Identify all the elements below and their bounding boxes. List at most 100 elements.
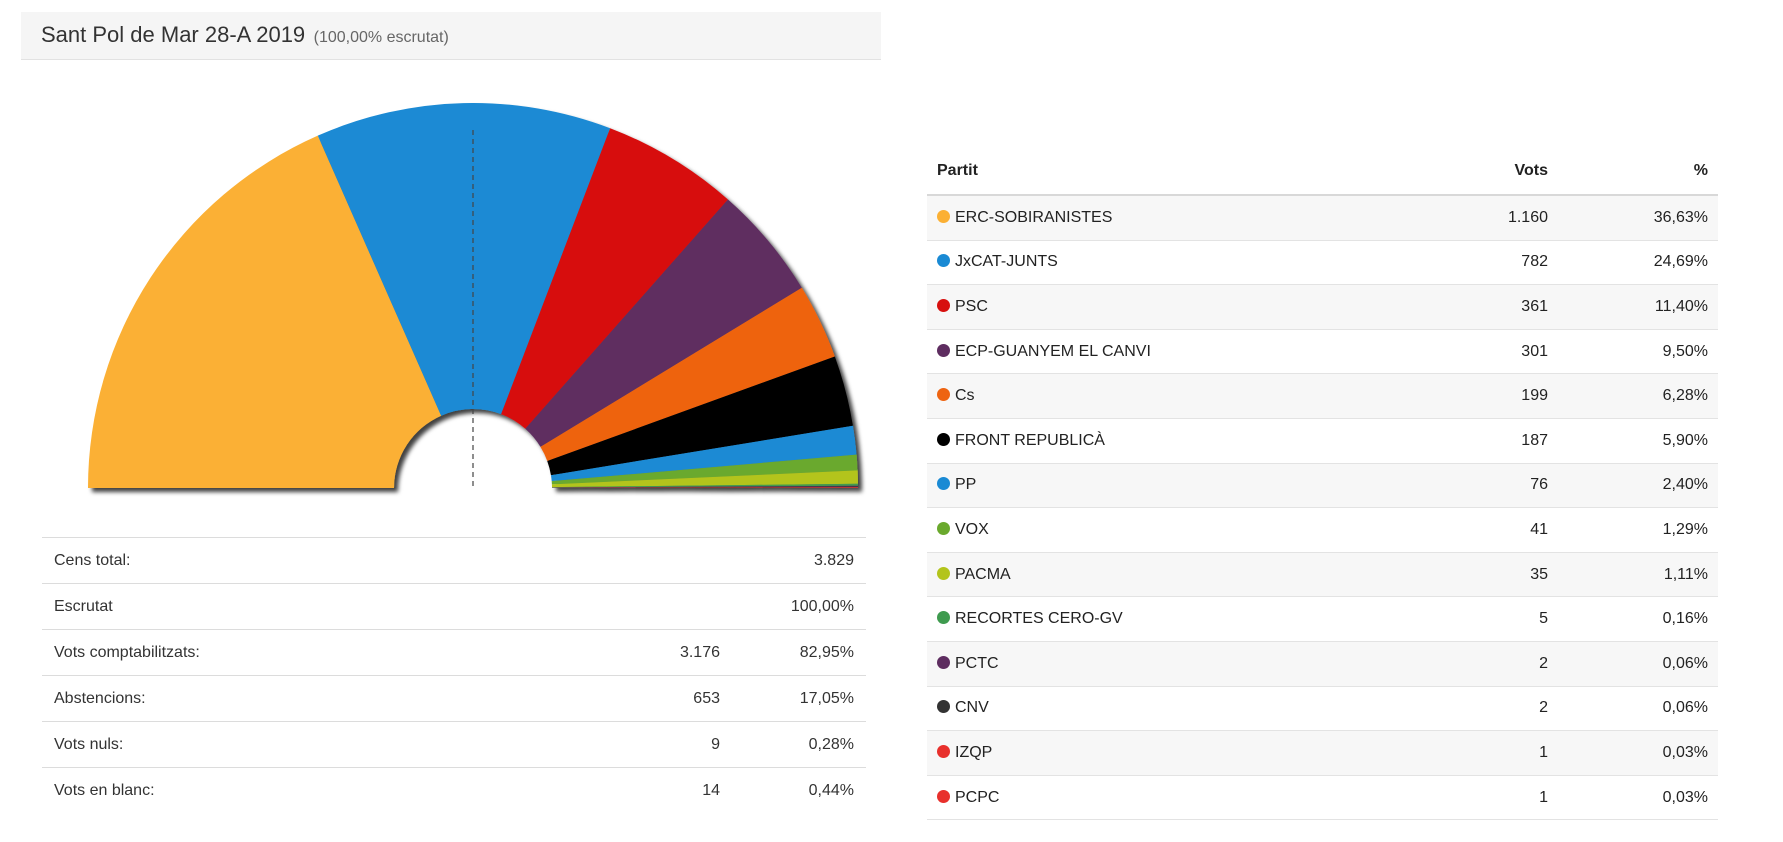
- summary-value: [588, 583, 732, 630]
- party-name: ECP-GUANYEM EL CANVI: [955, 342, 1151, 360]
- slice-cs: [540, 287, 835, 462]
- party-cell: VOX: [927, 507, 1398, 553]
- party-cell: ERC-SOBIRANISTES: [927, 195, 1398, 241]
- party-cell: PCTC: [927, 641, 1398, 687]
- summary-row: Abstencions: 653 17,05%: [42, 675, 866, 722]
- party-pct: 0,06%: [1558, 686, 1718, 732]
- legend-dot: [937, 744, 950, 758]
- table-row: JxCAT-JUNTS 782 24,69%: [927, 240, 1718, 286]
- summary-row: Cens total: 3.829: [42, 537, 866, 584]
- party-name: ERC-SOBIRANISTES: [955, 208, 1113, 226]
- legend-dot: [937, 521, 950, 535]
- party-votes: 782: [1398, 240, 1558, 286]
- party-name: CNV: [955, 699, 989, 717]
- party-pct: 5,90%: [1558, 418, 1718, 464]
- party-name: RECORTES CERO-GV: [955, 610, 1123, 628]
- slice-psc: [501, 128, 728, 429]
- table-row: PCTC 2 0,06%: [927, 641, 1718, 687]
- party-name: FRONT REPUBLICÀ: [955, 431, 1105, 449]
- party-cell: ECP-GUANYEM EL CANVI: [927, 329, 1398, 375]
- party-votes: 76: [1398, 463, 1558, 509]
- slice-jxcat-junts: [317, 103, 611, 416]
- party-name: JxCAT-JUNTS: [955, 253, 1058, 271]
- summary-pct: 100,00%: [732, 583, 866, 630]
- slice-erc-sobiranistes: [88, 135, 442, 489]
- party-pct: 1,29%: [1558, 507, 1718, 553]
- slice-pacma: [551, 470, 858, 488]
- hemicycle-chart: [88, 103, 858, 489]
- legend-dot: [937, 254, 950, 268]
- party-name: PP: [955, 476, 977, 494]
- summary-row: Vots nuls: 9 0,28%: [42, 721, 866, 768]
- table-row: PSC 361 11,40%: [927, 284, 1718, 330]
- party-votes: 301: [1398, 329, 1558, 375]
- legend-dot: [937, 655, 950, 669]
- legend-dot: [937, 477, 950, 491]
- summary-pct: 82,95%: [732, 629, 866, 676]
- table-row: VOX 41 1,29%: [927, 507, 1718, 553]
- party-votes: 1: [1398, 730, 1558, 776]
- summary-pct: 3.829: [732, 537, 866, 584]
- header-votes: Vots: [1398, 148, 1558, 196]
- party-votes: 199: [1398, 373, 1558, 419]
- summary-row: Vots en blanc: 14 0,44%: [42, 767, 866, 813]
- summary-label: Vots nuls:: [42, 721, 588, 768]
- table-row: PCPC 1 0,03%: [927, 775, 1718, 821]
- header-pct: %: [1558, 148, 1718, 196]
- slice-ecp-guanyem-el-canvi: [525, 199, 802, 447]
- party-votes: 41: [1398, 507, 1558, 553]
- party-pct: 1,11%: [1558, 552, 1718, 598]
- party-votes: 1: [1398, 775, 1558, 821]
- party-cell: IZQP: [927, 730, 1398, 776]
- party-name: PSC: [955, 297, 988, 315]
- summary-value: 653: [588, 675, 732, 722]
- summary-label: Cens total:: [42, 537, 588, 584]
- party-pct: 0,06%: [1558, 641, 1718, 687]
- summary-label: Escrutat: [42, 583, 588, 630]
- summary-label: Vots en blanc:: [42, 767, 588, 813]
- party-pct: 36,63%: [1558, 195, 1718, 241]
- party-votes: 361: [1398, 284, 1558, 330]
- party-pct: 0,03%: [1558, 775, 1718, 821]
- party-votes: 5: [1398, 596, 1558, 642]
- party-cell: RECORTES CERO-GV: [927, 596, 1398, 642]
- party-name: IZQP: [955, 743, 993, 761]
- party-pct: 6,28%: [1558, 373, 1718, 419]
- summary-row: Vots comptabilitzats: 3.176 82,95%: [42, 629, 866, 676]
- party-name: VOX: [955, 520, 989, 538]
- slice-pctc: [551, 485, 858, 488]
- party-votes: 2: [1398, 686, 1558, 732]
- party-name: Cs: [955, 387, 975, 405]
- legend-dot: [937, 700, 950, 714]
- slice-izqp: [551, 487, 858, 488]
- party-cell: PP: [927, 463, 1398, 509]
- party-pct: 24,69%: [1558, 240, 1718, 286]
- party-cell: JxCAT-JUNTS: [927, 240, 1398, 286]
- summary-value: [588, 537, 732, 584]
- summary-value: 14: [588, 767, 732, 813]
- title-bar: Sant Pol de Mar 28-A 2019 (100,00% escru…: [21, 12, 881, 60]
- table-row: PP 76 2,40%: [927, 463, 1718, 509]
- legend-dot: [937, 388, 950, 402]
- legend-dot: [937, 432, 950, 446]
- legend-dot: [937, 209, 950, 223]
- page-title: Sant Pol de Mar 28-A 2019: [41, 22, 306, 47]
- header-party: Partit: [927, 148, 1398, 196]
- table-row: Cs 199 6,28%: [927, 373, 1718, 419]
- party-name: PACMA: [955, 565, 1011, 583]
- chart-slices: [88, 103, 858, 489]
- page-subtitle: (100,00% escrutat): [313, 29, 449, 46]
- party-pct: 11,40%: [1558, 284, 1718, 330]
- party-cell: PACMA: [927, 552, 1398, 598]
- table-row: PACMA 35 1,11%: [927, 552, 1718, 598]
- slice-pp: [550, 425, 857, 482]
- summary-value: 9: [588, 721, 732, 768]
- summary-label: Vots comptabilitzats:: [42, 629, 588, 676]
- legend-dot: [937, 298, 950, 312]
- party-pct: 0,16%: [1558, 596, 1718, 642]
- summary-row: Escrutat 100,00%: [42, 583, 866, 630]
- party-votes: 1.160: [1398, 195, 1558, 241]
- legend-dot: [937, 343, 950, 357]
- table-row: ERC-SOBIRANISTES 1.160 36,63%: [927, 195, 1718, 241]
- party-cell: FRONT REPUBLICÀ: [927, 418, 1398, 464]
